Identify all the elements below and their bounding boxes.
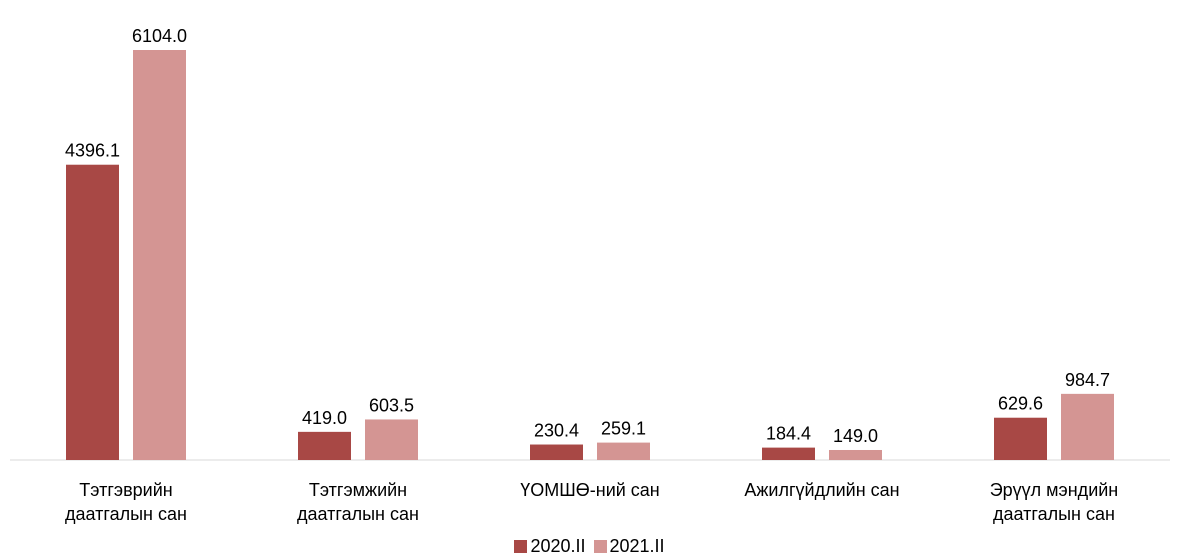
x-tick-label: ҮОМШӨ-ний сан <box>520 480 660 500</box>
bar <box>994 417 1047 460</box>
data-label: 984.7 <box>1065 370 1110 390</box>
legend-swatch <box>514 539 528 553</box>
data-label: 419.0 <box>302 408 347 428</box>
bar <box>1061 393 1114 460</box>
legend-item: 2020.II <box>514 536 586 556</box>
bar <box>298 431 351 460</box>
bar <box>66 164 119 460</box>
legend-label: 2020.II <box>530 536 586 556</box>
bar <box>597 442 650 460</box>
bar <box>133 50 186 460</box>
data-label: 184.4 <box>766 424 811 444</box>
data-label: 6104.0 <box>132 26 187 46</box>
bar <box>530 444 583 460</box>
data-label: 4396.1 <box>65 141 120 161</box>
data-label: 259.1 <box>601 419 646 439</box>
data-label: 230.4 <box>534 421 579 441</box>
legend-swatch <box>593 539 607 553</box>
legend-label: 2021.II <box>609 536 665 556</box>
data-label: 149.0 <box>833 426 878 446</box>
x-tick-label: Тэтгэмжийн даатгалын сан <box>297 480 419 524</box>
data-label: 629.6 <box>998 394 1043 414</box>
x-tick-label: Ажилгүйдлийн сан <box>744 480 900 500</box>
x-tick-label: Тэтгэврийн даатгалын сан <box>65 480 187 524</box>
bar <box>365 419 418 460</box>
legend: 2020.II 2021.II <box>0 536 1179 557</box>
bar <box>829 449 882 460</box>
bar <box>762 447 815 460</box>
legend-item: 2021.II <box>593 536 665 556</box>
data-label: 603.5 <box>369 395 414 415</box>
x-tick-label: Эрүүл мэндийн даатгалын сан <box>989 480 1119 524</box>
